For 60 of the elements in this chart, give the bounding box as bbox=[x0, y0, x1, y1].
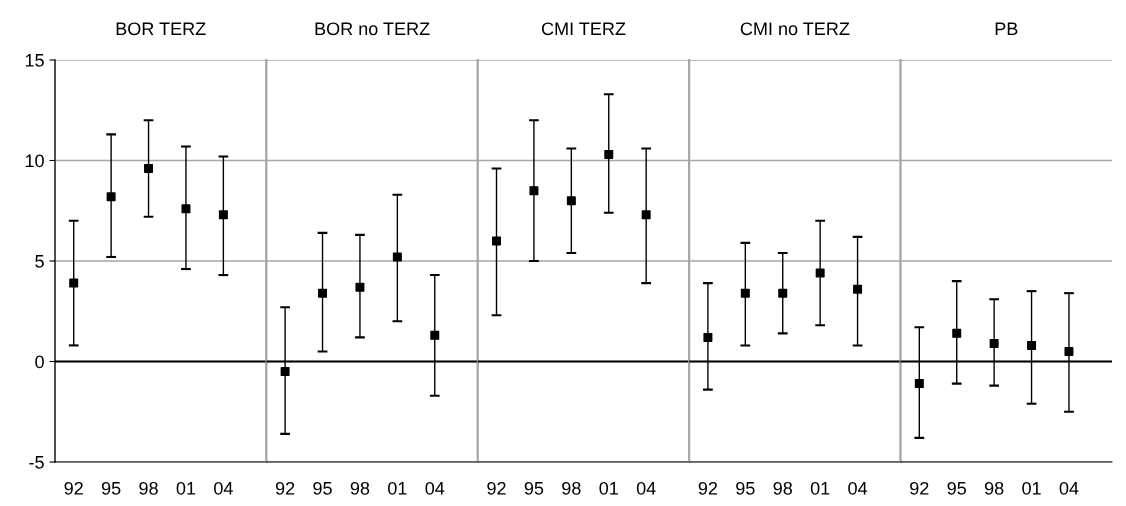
point bbox=[492, 236, 502, 246]
x-tick-label: 98 bbox=[350, 481, 370, 495]
point bbox=[318, 288, 328, 298]
point bbox=[69, 278, 79, 288]
point bbox=[355, 282, 365, 292]
x-tick-label: 04 bbox=[425, 481, 445, 495]
y-tick-label: 5 bbox=[35, 255, 44, 268]
chart-title: BOR TERZ bbox=[116, 22, 206, 36]
x-tick-label: 04 bbox=[214, 481, 233, 495]
point bbox=[815, 268, 825, 278]
point bbox=[604, 149, 614, 159]
point bbox=[1027, 340, 1037, 350]
point bbox=[392, 252, 402, 262]
x-tick-label: 95 bbox=[313, 481, 332, 495]
y-tick-label: 15 bbox=[25, 54, 44, 67]
point bbox=[989, 338, 999, 348]
x-tick-label: 04 bbox=[848, 481, 868, 495]
x-tick-label: 92 bbox=[64, 481, 83, 495]
x-tick-label: 95 bbox=[524, 481, 544, 495]
point bbox=[914, 379, 924, 389]
y-tick-label: -5 bbox=[29, 456, 44, 469]
x-tick-label: 92 bbox=[698, 481, 718, 495]
x-tick-label: 04 bbox=[1059, 481, 1079, 495]
x-tick-label: 01 bbox=[599, 481, 618, 495]
x-tick-label: 01 bbox=[176, 481, 196, 495]
y-tick-label: 10 bbox=[25, 154, 44, 168]
x-tick-label: 01 bbox=[810, 481, 830, 495]
point bbox=[952, 328, 962, 338]
x-tick-label: 01 bbox=[1022, 481, 1041, 495]
point bbox=[566, 196, 576, 206]
point bbox=[1064, 346, 1074, 356]
point bbox=[529, 186, 539, 196]
x-tick-label: 98 bbox=[773, 481, 792, 495]
point bbox=[181, 204, 191, 214]
x-tick-label: 98 bbox=[562, 481, 581, 495]
x-tick-label: 01 bbox=[388, 481, 407, 495]
chart-title: BOR no TERZ bbox=[315, 22, 430, 36]
y-tick-label: 0 bbox=[35, 355, 44, 369]
x-tick-label: 98 bbox=[139, 481, 158, 495]
x-tick-label: 98 bbox=[984, 481, 1004, 495]
point bbox=[740, 288, 750, 298]
x-tick-label: 95 bbox=[736, 481, 755, 495]
chart-title: CMI no TERZ bbox=[740, 22, 850, 36]
point bbox=[218, 210, 228, 220]
x-tick-label: 95 bbox=[101, 481, 121, 495]
chart-title: PB bbox=[995, 22, 1018, 35]
point bbox=[106, 192, 116, 202]
point bbox=[853, 284, 863, 294]
x-tick-label: 95 bbox=[947, 481, 967, 495]
x-tick-label: 92 bbox=[275, 481, 295, 495]
point bbox=[280, 367, 290, 377]
chart-title: CMI TERZ bbox=[541, 22, 626, 36]
point bbox=[144, 164, 154, 174]
point bbox=[778, 288, 788, 298]
x-tick-label: 92 bbox=[910, 481, 929, 495]
point bbox=[641, 210, 651, 220]
x-tick-label: 92 bbox=[487, 481, 506, 495]
point bbox=[703, 332, 713, 342]
point bbox=[430, 330, 440, 340]
x-tick-label: 04 bbox=[636, 481, 656, 495]
